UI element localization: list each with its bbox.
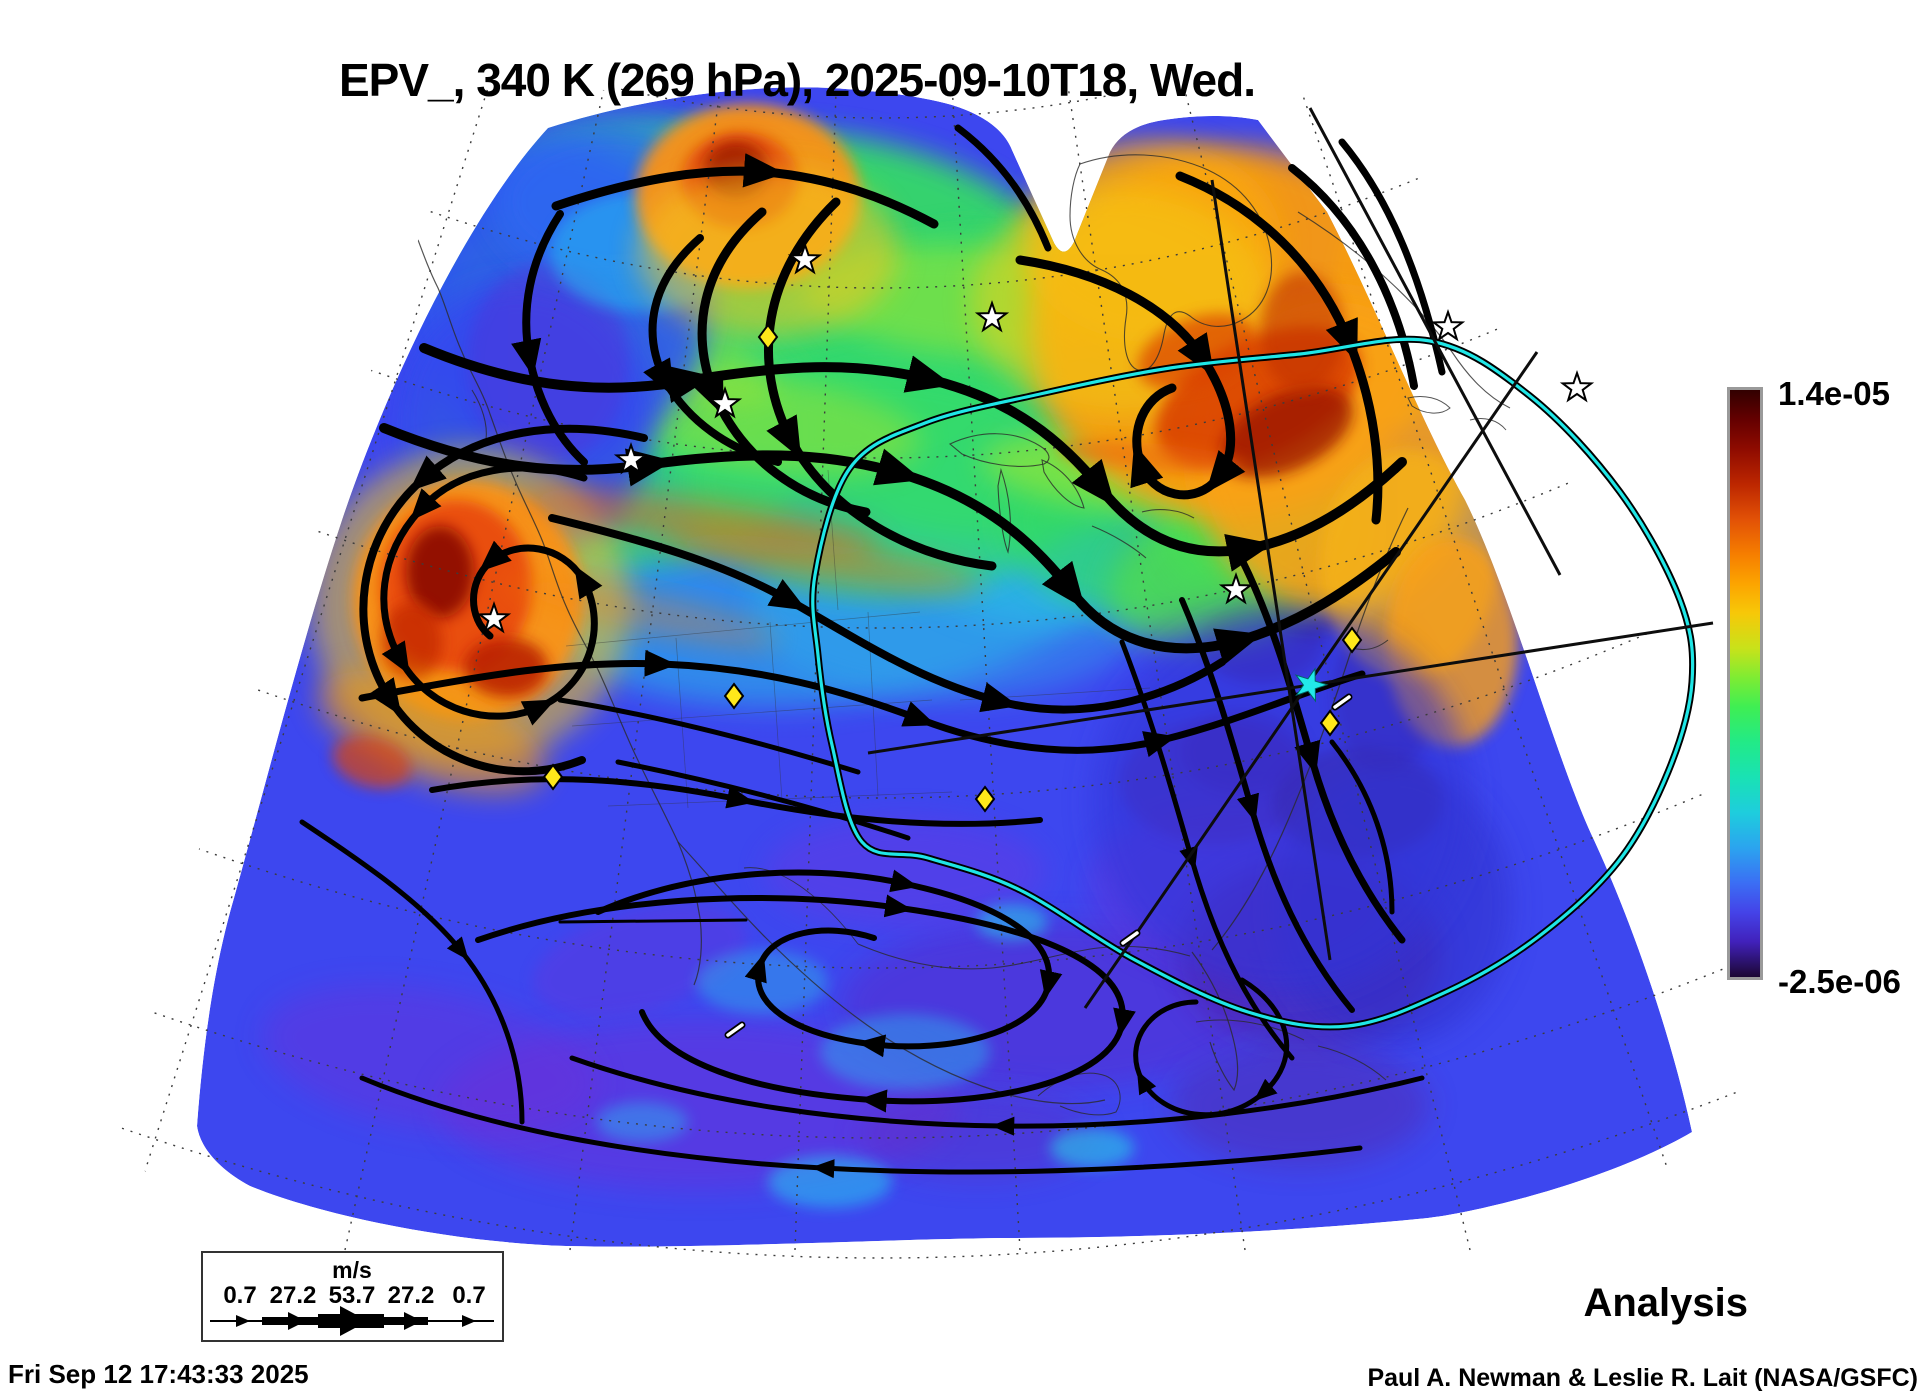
wind-streamlines: [299, 124, 1446, 1179]
coastline-path: [1195, 1019, 1305, 1041]
legend-arrowhead-icon: [288, 1312, 306, 1330]
streamline: [299, 819, 525, 1125]
parallel-line: [115, 768, 1745, 1139]
epv-field-blob: [860, 1090, 1100, 1180]
colorbar: 1.4e-05 -2.5e-06: [1727, 375, 1901, 1000]
colorbar-max-label: 1.4e-05: [1778, 375, 1890, 412]
streamline: [379, 423, 1401, 666]
streamline: [1288, 164, 1418, 390]
legend-speed-4: 0.7: [452, 1282, 485, 1309]
legend-arrowhead-icon: [404, 1312, 422, 1330]
city-star-marker: [1218, 571, 1254, 605]
station-star-marker: [1294, 667, 1329, 703]
trajectory-tick-marker: [1121, 931, 1139, 945]
site-diamond-marker: [1341, 626, 1363, 654]
streamline: [557, 697, 861, 775]
streamline: [954, 124, 1052, 252]
site-diamond-marker: [723, 682, 745, 710]
epv-field-blob: [596, 1102, 688, 1142]
epv-color-field: [197, 87, 1692, 1247]
map-overlays: [476, 107, 1714, 1039]
range-ring: [811, 337, 1695, 1029]
streamline: [475, 894, 1136, 1113]
epv-field-blob: [532, 903, 748, 1017]
trajectory-tick-marker: [1333, 695, 1351, 709]
streamline: [1329, 739, 1395, 915]
legend-arrowhead-icon: [462, 1315, 476, 1327]
legend-arrow-scale: [210, 1306, 494, 1336]
epv-field-blob: [1260, 272, 1344, 392]
streamline: [359, 424, 648, 776]
epv-field-blob: [820, 1014, 990, 1090]
legend-speed-1: 27.2: [270, 1282, 317, 1309]
epv-field-blob: [1050, 1128, 1134, 1168]
streamline: [1133, 977, 1290, 1118]
site-diamond-marker: [1319, 709, 1341, 737]
parallel-line: [189, 88, 1571, 119]
streamline: [359, 1075, 1363, 1179]
legend-speed-2: 53.7: [329, 1282, 376, 1309]
city-star-marker: [974, 299, 1010, 333]
streamline: [569, 1055, 1425, 1136]
timestamp-label: Fri Sep 12 17:43:33 2025: [8, 1359, 309, 1389]
azimuth-line: [1308, 107, 1562, 576]
streamline: [551, 153, 939, 229]
streamline: [1179, 597, 1355, 1013]
site-diamond-marker: [974, 785, 996, 813]
streamline: [558, 918, 748, 924]
city-star-marker: [613, 441, 649, 475]
city-star-marker: [1430, 308, 1466, 342]
legend-speed-0: 0.7: [223, 1282, 256, 1309]
city-star-marker: [1559, 369, 1595, 403]
legend-units-label: m/s: [332, 1257, 372, 1283]
coastline-path: [1559, 292, 1698, 392]
meridian-line: [1300, 89, 1696, 1251]
analysis-label: Analysis: [1583, 1281, 1748, 1325]
epv-field-blob: [332, 735, 412, 789]
legend-arrowhead-icon: [340, 1306, 368, 1336]
epv-field-blob: [1092, 612, 1472, 992]
epv-field-blob: [468, 262, 628, 462]
credit-label: Paul A. Newman & Leslie R. Lait (NASA/GS…: [1367, 1364, 1918, 1392]
meridian-line: [1184, 89, 1471, 1251]
trajectory-tick-marker: [726, 1023, 744, 1037]
site-diamond-marker: [757, 323, 779, 351]
azimuth-line: [867, 621, 1714, 755]
streamline: [429, 776, 1043, 827]
site-diamond-marker: [542, 763, 564, 791]
azimuth-line: [1210, 179, 1332, 961]
city-star-marker: [787, 241, 823, 275]
legend-speed-3: 27.2: [388, 1282, 435, 1309]
streamline: [1238, 556, 1406, 944]
coastline-path: [1407, 395, 1451, 414]
legend-arrowhead-icon: [236, 1315, 250, 1327]
wind-speed-legend: m/s 0.7 27.2 53.7 27.2 0.7: [201, 1251, 504, 1342]
streamline: [615, 759, 911, 841]
city-star-marker: [476, 600, 512, 634]
streamline: [1119, 639, 1295, 1061]
city-star-marker: [707, 385, 743, 419]
figure-title: EPV_, 340 K (269 hPa), 2025-09-10T18, We…: [339, 54, 1255, 106]
coastline-path: [471, 389, 487, 441]
epv-field-blob: [262, 985, 598, 1135]
coastline-path: [1317, 1045, 1387, 1081]
colorbar-min-label: -2.5e-06: [1778, 963, 1901, 1000]
colorbar-gradient: [1730, 390, 1760, 977]
